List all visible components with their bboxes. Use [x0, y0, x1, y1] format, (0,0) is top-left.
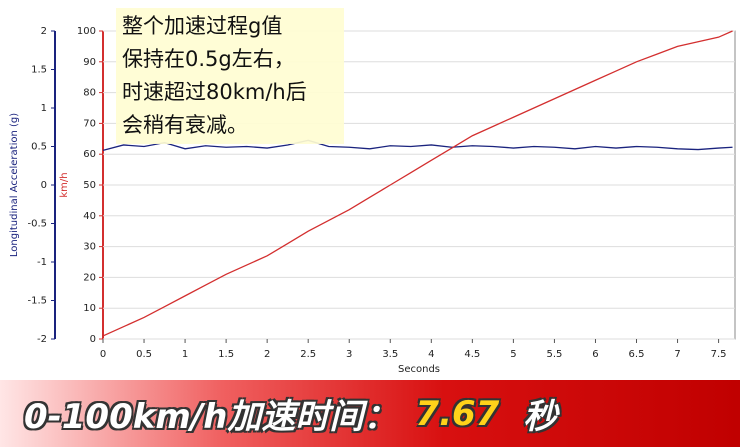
- y-tick-label: 1.5: [31, 65, 47, 76]
- y2-tick-label: 10: [83, 303, 96, 314]
- x-tick-label: 3.5: [382, 349, 398, 360]
- y-axis-label: Longitudinal Acceleration (g): [9, 113, 20, 257]
- y2-axis-label: km/h: [59, 172, 70, 197]
- banner: 0-100km/h加速时间： 7.67 秒: [0, 380, 740, 447]
- banner-value: 7.67: [415, 393, 500, 434]
- y-tick-label: -1: [37, 257, 47, 268]
- x-tick-label: 5.5: [546, 349, 562, 360]
- y2-tick-label: 80: [83, 88, 96, 99]
- annotation-line: 会稍有衰减。: [122, 113, 248, 137]
- x-tick-label: 1.5: [218, 349, 234, 360]
- x-tick-label: 6.5: [629, 349, 645, 360]
- x-tick-label: 3: [346, 349, 352, 360]
- y-tick-label: 2: [41, 26, 47, 37]
- x-tick-label: 6: [592, 349, 598, 360]
- y2-tick-label: 30: [83, 242, 96, 253]
- x-tick-label: 4: [428, 349, 434, 360]
- x-tick-label: 2: [264, 349, 270, 360]
- y2-tick-label: 50: [83, 180, 96, 191]
- annotation-line: 时速超过80km/h后: [122, 80, 307, 104]
- x-tick-label: 2.5: [300, 349, 316, 360]
- x-tick-label: 0: [100, 349, 106, 360]
- y-tick-label: 0: [41, 180, 47, 191]
- y-tick-label: -2: [37, 334, 47, 345]
- y2-tick-label: 0: [90, 334, 96, 345]
- y2-tick-label: 20: [83, 272, 96, 283]
- x-tick-label: 1: [182, 349, 188, 360]
- x-tick-label: 7: [674, 349, 680, 360]
- chart: Longitudinal Acceleration (g) km/h Secon…: [9, 26, 736, 375]
- annotation-line: 整个加速过程g值: [122, 14, 283, 38]
- y-tick-label: -1.5: [27, 296, 47, 307]
- y-tick-label: 0.5: [31, 142, 47, 153]
- x-tick-label: 4.5: [464, 349, 480, 360]
- banner-unit: 秒: [523, 397, 558, 437]
- data-line: [102, 139, 733, 151]
- y2-tick-label: 70: [83, 118, 96, 129]
- data-line: [102, 30, 733, 337]
- y2-tick-label: 90: [83, 57, 96, 68]
- x-tick-label: 0.5: [136, 349, 152, 360]
- annotation: 整个加速过程g值 保持在0.5g左右， 时速超过80km/h后 会稍有衰减。: [116, 8, 344, 144]
- y2-tick-label: 60: [83, 149, 96, 160]
- x-tick-label: 5: [510, 349, 516, 360]
- x-tick-label: 7.5: [711, 349, 727, 360]
- y2-tick-label: 100: [77, 26, 96, 37]
- y2-tick-label: 40: [83, 211, 96, 222]
- y-tick-label: -0.5: [27, 219, 47, 230]
- y-tick-label: 1: [41, 103, 47, 114]
- annotation-line: 保持在0.5g左右，: [122, 47, 295, 71]
- banner-label: 0-100km/h加速时间：: [24, 397, 398, 437]
- x-axis-label: Seconds: [398, 364, 440, 375]
